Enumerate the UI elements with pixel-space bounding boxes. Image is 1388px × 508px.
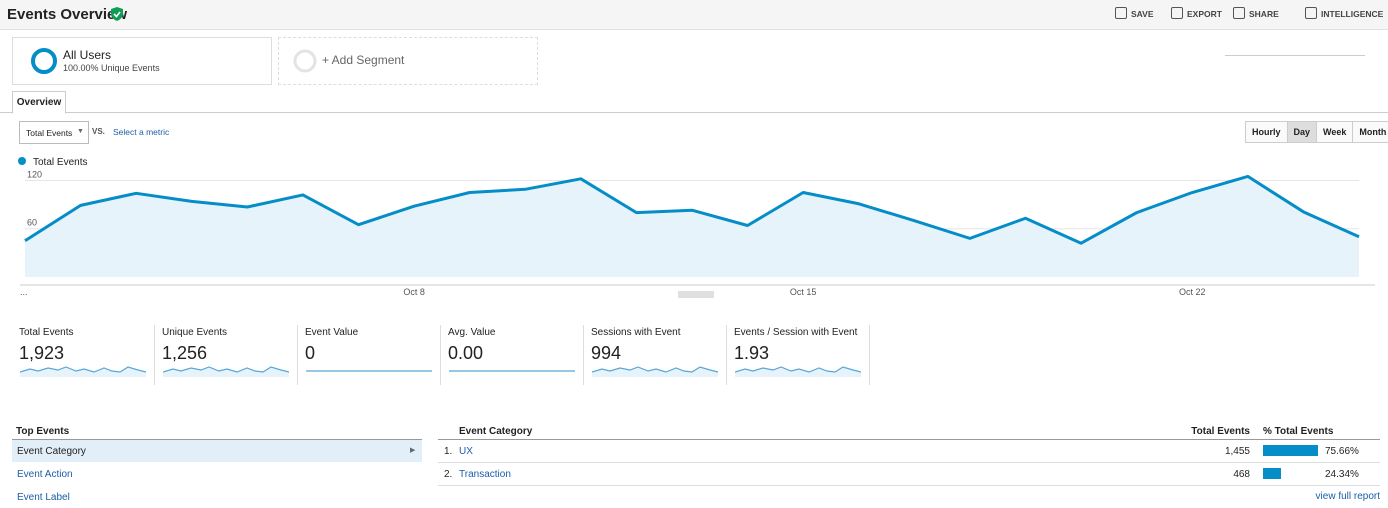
pct-bar <box>1263 445 1318 456</box>
scorecard-label: Unique Events <box>162 327 228 338</box>
x-tick-label: ... <box>20 287 28 297</box>
add-segment-label: + Add Segment <box>322 53 405 67</box>
action-icon <box>1233 7 1245 19</box>
row-total: 1,455 <box>1224 446 1250 457</box>
top-events-title: Top Events <box>16 426 70 437</box>
scorecard-label: Events / Session with Event <box>734 327 858 338</box>
pct-bar <box>1263 468 1281 479</box>
metric-label: Total Events <box>26 128 73 138</box>
verified-icon <box>111 7 123 21</box>
segment-name: All Users <box>63 48 112 62</box>
column-header: Event Category <box>459 426 533 437</box>
resize-handle <box>678 291 714 298</box>
pct-label: 75.66% <box>1325 446 1359 457</box>
segment-card[interactable]: All Users 100.00% Unique Events <box>12 37 272 85</box>
dropdown-arrow: ▼ <box>77 128 84 135</box>
sparkline <box>735 366 862 377</box>
legend-label: Total Events <box>33 157 87 168</box>
action-icon <box>1305 7 1317 19</box>
row-arrow: ▶ <box>410 447 416 454</box>
sparkline <box>163 366 290 377</box>
sparkline <box>592 366 719 377</box>
row-rank: 2. <box>444 469 453 480</box>
scorecard: Event Value 0 <box>305 325 441 385</box>
tab[interactable]: Overview <box>12 91 66 114</box>
y-tick-label: 60 <box>27 218 37 228</box>
scorecard-label: Event Value <box>305 327 359 338</box>
scorecard: Sessions with Event 994 <box>591 325 727 385</box>
scorecard-label: Total Events <box>19 327 74 338</box>
row-name[interactable]: Transaction <box>459 469 511 480</box>
select-metric[interactable]: Select a metric <box>113 127 170 137</box>
top-event-item[interactable]: Event Category <box>17 446 86 457</box>
scorecard-label: Avg. Value <box>448 327 496 338</box>
sparkline <box>20 366 147 377</box>
scorecard-value: 1,256 <box>162 343 208 363</box>
vs-label: VS. <box>92 127 105 136</box>
divider <box>12 439 422 440</box>
x-tick-label: Oct 22 <box>1179 287 1206 297</box>
action-button[interactable]: SAVE <box>1131 9 1154 19</box>
action-icon <box>1171 7 1183 19</box>
sparkline <box>449 370 575 372</box>
action-button[interactable]: EXPORT <box>1187 9 1222 19</box>
table-header <box>438 422 1380 440</box>
action-button[interactable]: INTELLIGENCE <box>1321 9 1384 19</box>
scorecard-value: 1,923 <box>19 343 65 363</box>
segment-ring <box>293 49 317 73</box>
sparkline <box>306 370 432 372</box>
scorecard-value: 1.93 <box>734 343 770 363</box>
scorecard-value: 0.00 <box>448 343 484 363</box>
tab-line <box>0 112 1388 113</box>
segment-ring <box>31 48 57 74</box>
column-header: Total Events <box>1191 426 1250 437</box>
scorecard-label: Sessions with Event <box>591 327 681 338</box>
x-tick-label: Oct 8 <box>403 287 425 297</box>
add-segment[interactable]: + Add Segment <box>278 37 538 85</box>
metric-dropdown[interactable]: Total Events ▼ <box>19 121 89 144</box>
scorecard: Unique Events 1,256 <box>162 325 298 385</box>
interval-button[interactable]: Week <box>1316 121 1354 143</box>
legend-dot <box>18 157 26 165</box>
chart: Total Events 60 120... Oct 8 Oct 15 Oct 22 <box>18 157 1375 298</box>
scorecard-value: 994 <box>591 343 622 363</box>
page-title: Events Overview <box>7 6 128 23</box>
top-bar <box>0 0 1388 30</box>
date-range[interactable] <box>1225 55 1365 56</box>
area <box>25 176 1359 277</box>
scorecard: Total Events 1,923 <box>19 325 155 385</box>
column-header: % Total Events <box>1263 426 1334 437</box>
x-tick-label: Oct 15 <box>790 287 817 297</box>
interval-button[interactable]: Month <box>1352 121 1388 143</box>
scorecard: Events / Session with Event 1.93 <box>734 325 870 385</box>
top-event-item[interactable]: Event Label <box>17 492 70 503</box>
row-total: 468 <box>1233 469 1250 480</box>
interval-button[interactable]: Day <box>1286 121 1318 143</box>
scorecard-value: 0 <box>305 343 316 363</box>
action-icon <box>1115 7 1127 19</box>
row-line <box>438 462 1380 463</box>
row-line <box>438 485 1380 486</box>
interval-buttons: Hourly Day Week Month <box>1245 121 1388 143</box>
segment-detail: 100.00% Unique Events <box>63 63 160 73</box>
view-full-report[interactable]: view full report <box>1315 491 1380 502</box>
row-rank: 1. <box>444 446 453 457</box>
scorecard: Avg. Value 0.00 <box>448 325 584 385</box>
pct-label: 24.34% <box>1325 469 1359 480</box>
interval-button[interactable]: Hourly <box>1245 121 1288 143</box>
action-button[interactable]: SHARE <box>1249 9 1279 19</box>
selected-row <box>12 440 422 462</box>
line <box>24 174 1360 245</box>
y-tick-label: 120 <box>27 169 42 179</box>
row-name[interactable]: UX <box>459 446 473 457</box>
top-event-item[interactable]: Event Action <box>17 469 73 480</box>
